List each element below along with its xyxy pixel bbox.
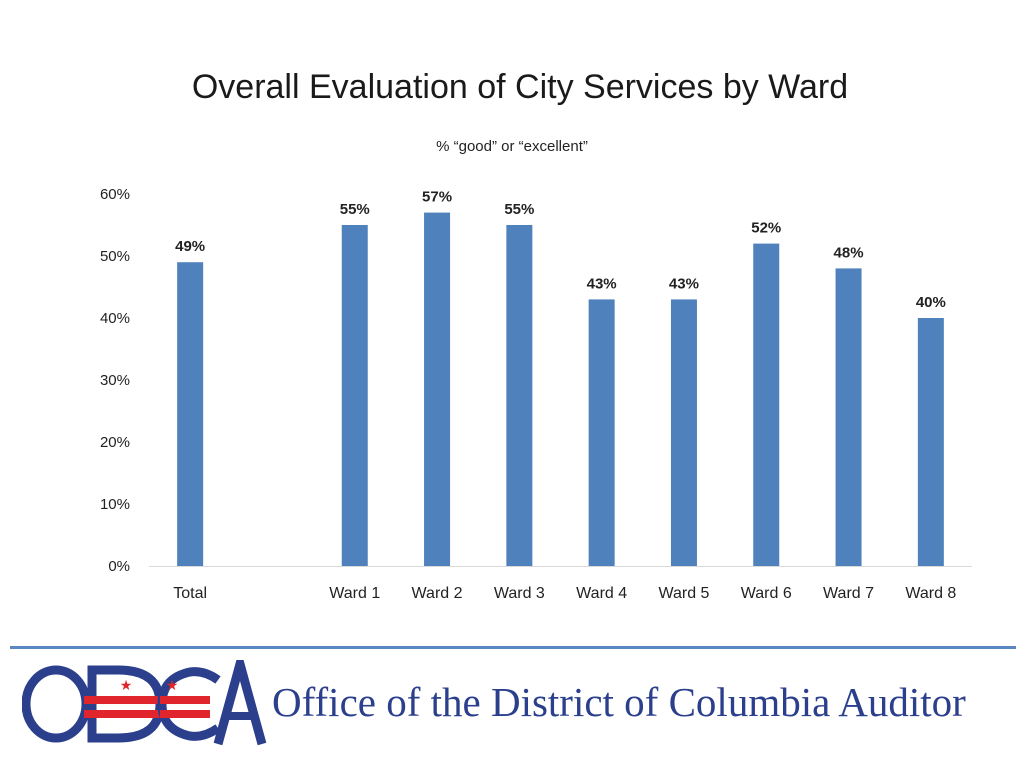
svg-text:★: ★ bbox=[120, 678, 133, 694]
bar bbox=[341, 225, 368, 566]
y-tick-label: 50% bbox=[100, 248, 130, 265]
bar bbox=[753, 243, 780, 566]
footer-divider bbox=[10, 646, 1016, 649]
x-tick-label: Ward 5 bbox=[658, 585, 709, 602]
x-tick-label: Ward 1 bbox=[329, 585, 380, 602]
y-tick-label: 10% bbox=[100, 496, 130, 513]
svg-text:★: ★ bbox=[166, 678, 179, 694]
chart-title: Overall Evaluation of City Services by W… bbox=[191, 68, 849, 106]
bar-chart: 0% 10% 20% 30% 40% 50% 60% 49% Total 55% Ward 1 57%… bbox=[100, 186, 972, 602]
data-label: 55% bbox=[504, 201, 534, 218]
x-tick-label: Ward 6 bbox=[741, 585, 792, 602]
data-label: 48% bbox=[834, 244, 864, 261]
bar bbox=[424, 212, 451, 566]
y-tick-label: 40% bbox=[100, 310, 130, 327]
x-tick-label: Ward 2 bbox=[412, 585, 463, 602]
bar bbox=[177, 262, 204, 566]
x-tick-label: Ward 7 bbox=[823, 585, 874, 602]
data-label: 57% bbox=[422, 189, 452, 206]
bar bbox=[917, 318, 944, 566]
chart-subtitle: % “good” or “excellent” bbox=[436, 138, 588, 155]
bar bbox=[588, 299, 615, 566]
y-tick-label: 30% bbox=[100, 372, 130, 389]
data-label: 43% bbox=[587, 275, 617, 292]
data-label: 49% bbox=[175, 238, 205, 255]
organization-name: Office of the District of Columbia Audit… bbox=[272, 679, 966, 725]
data-label: 43% bbox=[669, 275, 699, 292]
odca-logo: ★ ★ bbox=[22, 660, 267, 746]
data-label: 55% bbox=[340, 201, 370, 218]
y-tick-label: 60% bbox=[100, 186, 130, 203]
data-label: 40% bbox=[916, 294, 946, 311]
bar bbox=[506, 225, 533, 566]
x-tick-label: Ward 3 bbox=[494, 585, 545, 602]
x-tick-label: Ward 8 bbox=[905, 585, 956, 602]
x-tick-label: Ward 4 bbox=[576, 585, 627, 602]
data-label: 52% bbox=[751, 220, 781, 237]
bar bbox=[835, 268, 862, 566]
x-tick-label: Total bbox=[173, 585, 207, 602]
y-tick-label: 0% bbox=[108, 558, 130, 575]
bar bbox=[670, 299, 697, 566]
y-tick-label: 20% bbox=[100, 434, 130, 451]
